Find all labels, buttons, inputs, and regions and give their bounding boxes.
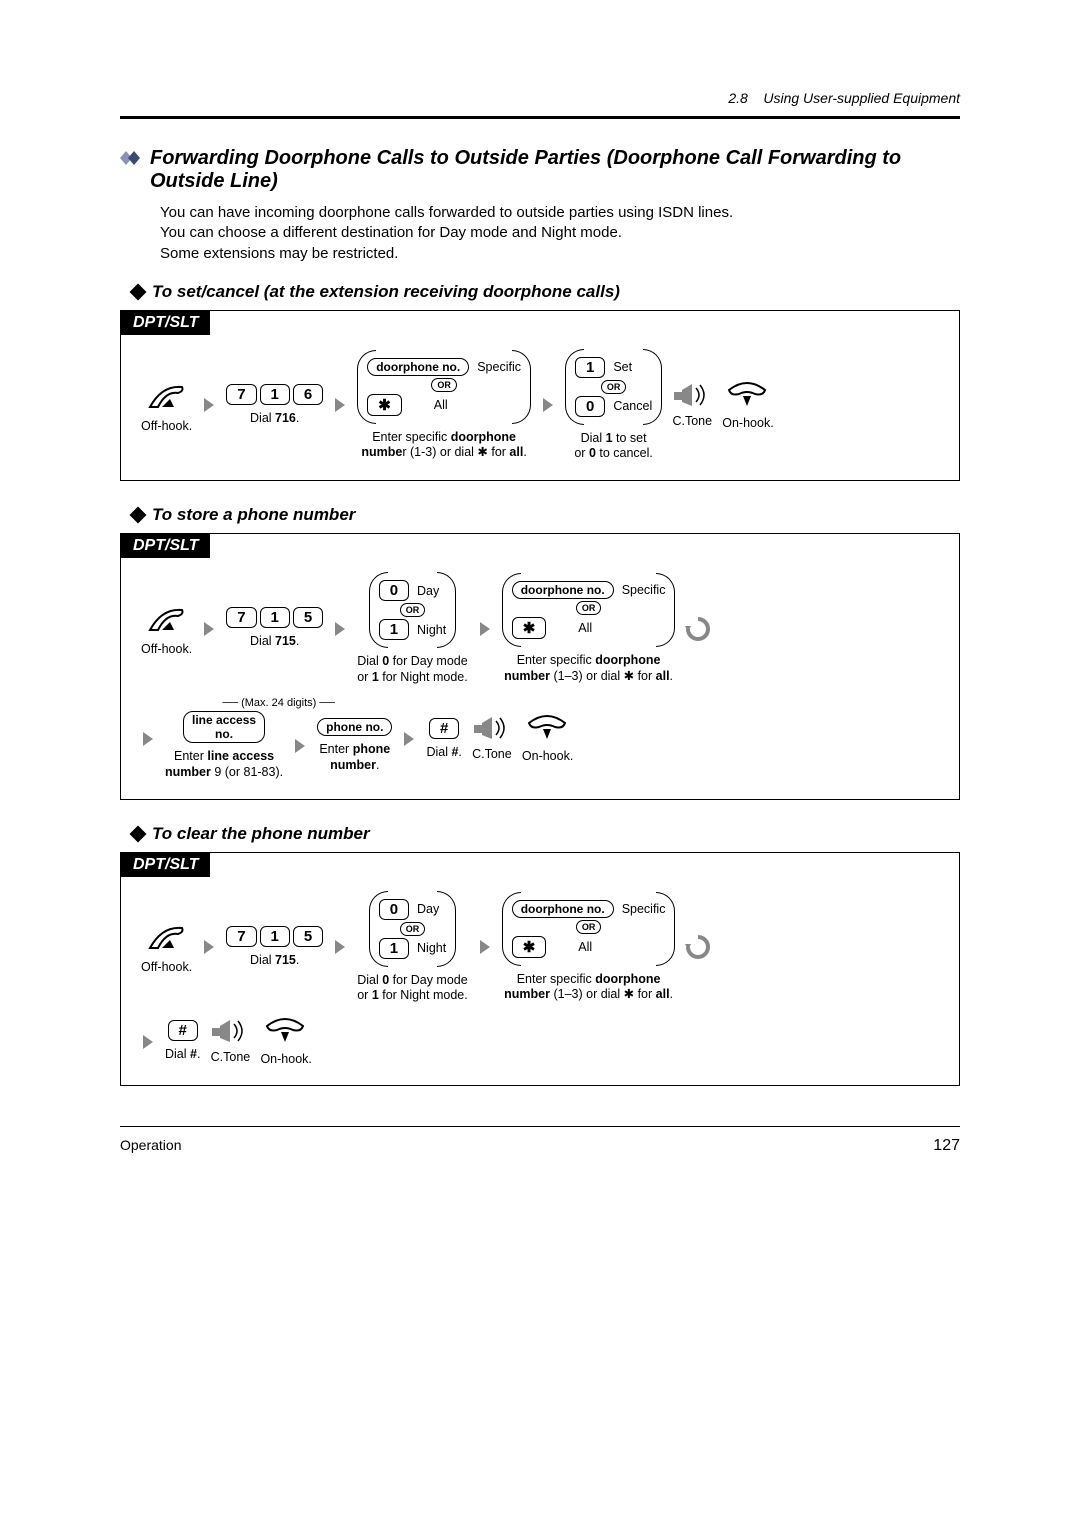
page-header: 2.8 Using User-supplied Equipment [120, 90, 960, 106]
arrow-icon [335, 622, 345, 636]
sub3-box: DPT/SLT Off-hook. 7 1 5 Dial 715. [120, 852, 960, 1087]
handset-offhook-icon [144, 377, 190, 413]
line-phone-group: ── (Max. 24 digits) ── line accessno. En… [165, 697, 392, 780]
page-number: 127 [933, 1137, 960, 1155]
sub2-box: DPT/SLT Off-hook. 7 1 5 Dial 715. [120, 533, 960, 800]
handset-onhook-icon [525, 713, 571, 743]
arrow-icon [335, 940, 345, 954]
arrow-icon [143, 1035, 153, 1049]
sub2-heading: To store a phone number [132, 505, 960, 525]
speaker-ctone-icon [210, 1018, 250, 1044]
ctone-step: C.Tone [210, 1018, 250, 1066]
arrow-icon [480, 940, 490, 954]
arrow-icon [480, 622, 490, 636]
hash-step: # Dial #. [426, 718, 461, 761]
refresh-icon [685, 616, 711, 642]
doorphone-choice-step: doorphone no.Specific OR ✱All Enter spec… [502, 892, 676, 1003]
loop-icon [685, 934, 711, 960]
onhook-step: On-hook. [722, 380, 773, 432]
intro-text: You can have incoming doorphone calls fo… [160, 203, 960, 264]
sub1-heading: To set/cancel (at the extension receivin… [132, 282, 960, 302]
offhook-step: Off-hook. [141, 918, 192, 976]
sub3-box-label: DPT/SLT [121, 853, 210, 877]
header-rule [120, 116, 960, 119]
doorphone-choice-step: doorphone no.Specific OR ✱All Enter spec… [357, 350, 531, 461]
arrow-icon [543, 398, 553, 412]
title-diamond-icon [120, 149, 142, 167]
handset-offhook-icon [144, 918, 190, 954]
sub1-box: DPT/SLT Off-hook. 7 1 6 Dial 716. [120, 310, 960, 481]
loop-icon [685, 616, 711, 642]
diamond-icon [130, 283, 147, 300]
speaker-ctone-icon [672, 382, 712, 408]
sub1-box-label: DPT/SLT [121, 311, 210, 335]
day-night-step: 0Day OR 1Night Dial 0 for Day mode or 1 … [357, 891, 467, 1004]
offhook-step: Off-hook. [141, 600, 192, 658]
arrow-icon [335, 398, 345, 412]
footer-left: Operation [120, 1137, 181, 1155]
handset-offhook-icon [144, 600, 190, 636]
section-title: Using User-supplied Equipment [763, 90, 960, 106]
line-access-step: line accessno. Enter line access number … [165, 711, 283, 780]
arrow-icon [295, 739, 305, 753]
sub3-heading: To clear the phone number [132, 824, 960, 844]
dial-715-step: 7 1 5 Dial 715. [226, 926, 323, 969]
ctone-step: C.Tone [472, 715, 512, 763]
diamond-icon [130, 825, 147, 842]
footer-rule [120, 1126, 960, 1127]
sub2-box-label: DPT/SLT [121, 534, 210, 558]
handset-onhook-icon [263, 1016, 309, 1046]
handset-onhook-icon [725, 380, 771, 410]
arrow-icon [143, 732, 153, 746]
onhook-step: On-hook. [260, 1016, 311, 1068]
arrow-icon [204, 398, 214, 412]
arrow-icon [204, 622, 214, 636]
offhook-step: Off-hook. [141, 377, 192, 435]
set-cancel-step: 1Set OR 0Cancel Dial 1 to set or 0 to ca… [565, 349, 662, 462]
dial-715-step: 7 1 5 Dial 715. [226, 607, 323, 650]
speaker-ctone-icon [472, 715, 512, 741]
phone-no-step: phone no. Enter phone number. [317, 718, 392, 773]
doorphone-choice-step: doorphone no.Specific OR ✱All Enter spec… [502, 573, 676, 684]
dial-716-step: 7 1 6 Dial 716. [226, 384, 323, 427]
main-title: Forwarding Doorphone Calls to Outside Pa… [120, 147, 960, 193]
arrow-icon [404, 732, 414, 746]
ctone-step: C.Tone [672, 382, 712, 430]
hash-step: # Dial #. [165, 1020, 200, 1063]
arrow-icon [204, 940, 214, 954]
diamond-icon [130, 507, 147, 524]
section-number: 2.8 [728, 90, 747, 106]
onhook-step: On-hook. [522, 713, 573, 765]
day-night-step: 0Day OR 1Night Dial 0 for Day mode or 1 … [357, 572, 467, 685]
page-footer: Operation 127 [120, 1137, 960, 1155]
refresh-icon [685, 934, 711, 960]
